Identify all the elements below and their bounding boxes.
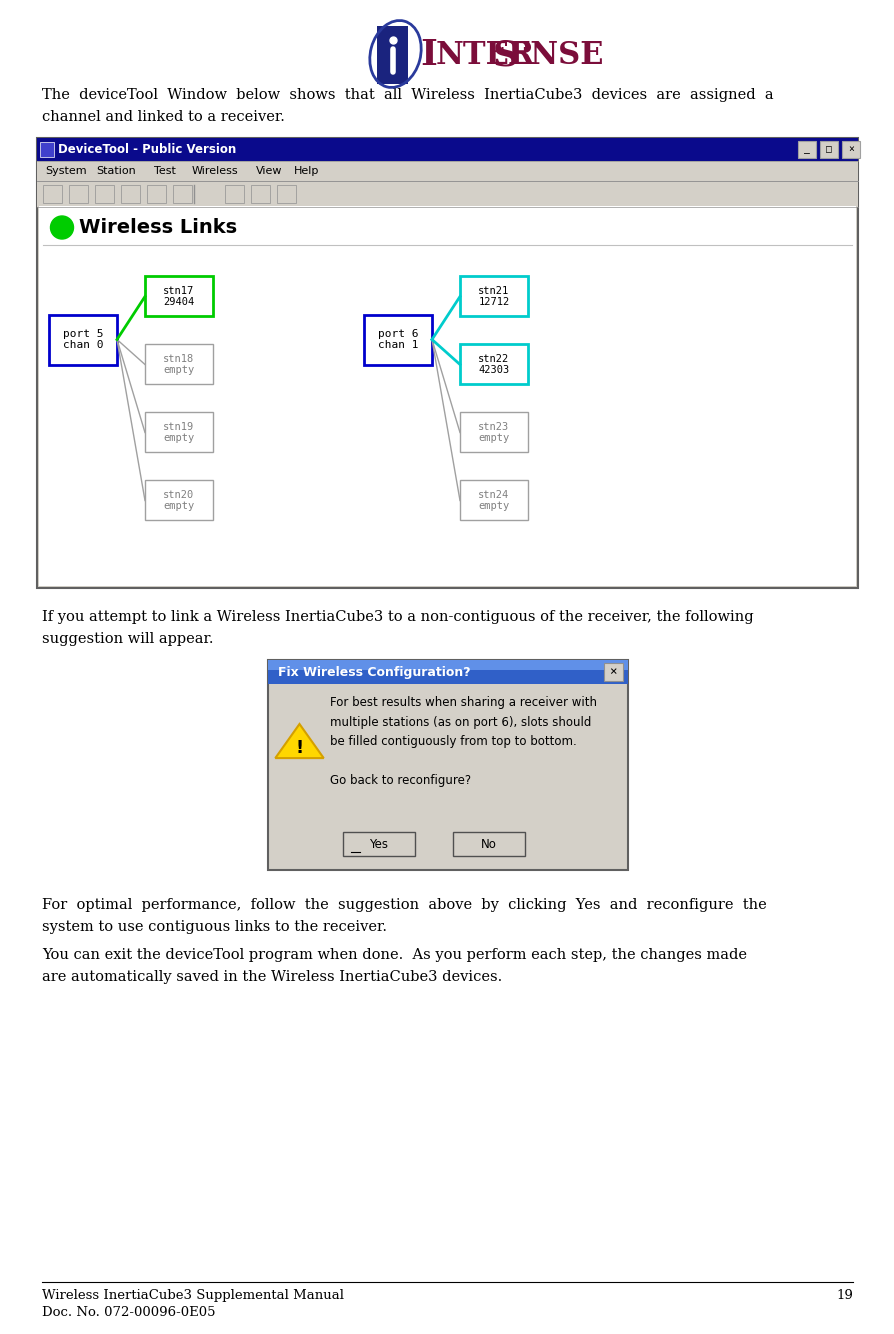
Text: No: No (480, 838, 496, 851)
Bar (37, 137, 857, 160)
Bar (797, 140, 815, 157)
Text: multiple stations (as on port 6), slots should: multiple stations (as on port 6), slots … (329, 715, 590, 728)
Text: stn22
42303: stn22 42303 (477, 354, 509, 375)
Text: ×: × (848, 144, 853, 155)
Bar (460, 344, 527, 384)
Bar (267, 660, 627, 670)
Bar (460, 276, 527, 316)
Text: port 5
chan 0: port 5 chan 0 (63, 328, 103, 351)
Text: 19: 19 (835, 1289, 852, 1302)
Bar (276, 184, 296, 203)
Text: Station: Station (96, 165, 136, 176)
Text: View: View (255, 165, 282, 176)
Text: □: □ (825, 144, 831, 155)
Text: stn17
29404: stn17 29404 (164, 285, 194, 307)
Bar (121, 184, 139, 203)
Text: Go back to reconfigure?: Go back to reconfigure? (329, 774, 470, 787)
Bar (145, 412, 213, 452)
Bar (95, 184, 114, 203)
Text: For  optimal  performance,  follow  the  suggestion  above  by  clicking  Yes  a: For optimal performance, follow the sugg… (42, 898, 766, 912)
Bar (267, 660, 627, 870)
Bar (173, 184, 192, 203)
Polygon shape (275, 724, 324, 758)
Text: system to use contiguous links to the receiver.: system to use contiguous links to the re… (42, 920, 386, 934)
Text: Help: Help (293, 165, 318, 176)
Text: ×: × (609, 666, 616, 679)
Text: stn24
empty: stn24 empty (477, 490, 509, 511)
Bar (43, 184, 62, 203)
Text: If you attempt to link a Wireless InertiaCube3 to a non-contiguous of the receiv: If you attempt to link a Wireless Inerti… (42, 610, 753, 624)
Text: stn20
empty: stn20 empty (164, 490, 194, 511)
Text: S: S (492, 37, 518, 72)
Bar (145, 344, 213, 384)
Text: Test: Test (154, 165, 175, 176)
Bar (267, 660, 627, 684)
Text: Wireless: Wireless (191, 165, 238, 176)
Bar (250, 184, 270, 203)
Text: You can exit the deviceTool program when done.  As you perform each step, the ch: You can exit the deviceTool program when… (42, 948, 746, 962)
Text: For best results when sharing a receiver with: For best results when sharing a receiver… (329, 696, 595, 708)
Text: Doc. No. 072-00096-0E05: Doc. No. 072-00096-0E05 (42, 1306, 215, 1319)
Bar (145, 276, 213, 316)
Bar (37, 160, 857, 180)
Bar (37, 137, 857, 588)
Bar (39, 207, 855, 586)
Text: stn18
empty: stn18 empty (164, 354, 194, 375)
Text: suggestion will appear.: suggestion will appear. (42, 632, 214, 646)
Bar (37, 180, 857, 207)
Text: ENSE: ENSE (508, 40, 603, 71)
Bar (145, 480, 213, 520)
Text: channel and linked to a receiver.: channel and linked to a receiver. (42, 109, 284, 124)
Bar (452, 832, 524, 856)
Bar (40, 141, 54, 157)
Circle shape (50, 216, 73, 239)
Text: stn21
12712: stn21 12712 (477, 285, 509, 307)
Text: are automatically saved in the Wireless InertiaCube3 devices.: are automatically saved in the Wireless … (42, 970, 502, 984)
Bar (147, 184, 165, 203)
Text: !: ! (295, 739, 303, 756)
Text: Fix Wireless Configuration?: Fix Wireless Configuration? (277, 666, 469, 679)
Bar (603, 663, 622, 680)
Text: I: I (420, 37, 437, 72)
Bar (460, 480, 527, 520)
Text: stn19
empty: stn19 empty (164, 422, 194, 443)
Text: _: _ (803, 144, 809, 155)
Text: Wireless InertiaCube3 Supplemental Manual: Wireless InertiaCube3 Supplemental Manua… (42, 1289, 343, 1302)
Bar (224, 184, 244, 203)
Bar (819, 140, 837, 157)
Text: port 6
chan 1: port 6 chan 1 (377, 328, 417, 351)
Text: stn23
empty: stn23 empty (477, 422, 509, 443)
Text: DeviceTool - Public Version: DeviceTool - Public Version (58, 143, 236, 156)
Text: The  deviceTool  Window  below  shows  that  all  Wireless  InertiaCube3  device: The deviceTool Window below shows that a… (42, 88, 772, 101)
Text: Wireless Links: Wireless Links (79, 217, 237, 237)
Text: be filled contiguously from top to bottom.: be filled contiguously from top to botto… (329, 735, 576, 748)
Bar (49, 315, 117, 364)
Bar (460, 412, 527, 452)
Bar (364, 315, 432, 364)
Bar (841, 140, 859, 157)
Text: Yes: Yes (368, 838, 388, 851)
Bar (342, 832, 414, 856)
Bar (376, 25, 408, 84)
Bar (69, 184, 88, 203)
Text: NTER: NTER (435, 40, 535, 71)
Text: System: System (45, 165, 87, 176)
